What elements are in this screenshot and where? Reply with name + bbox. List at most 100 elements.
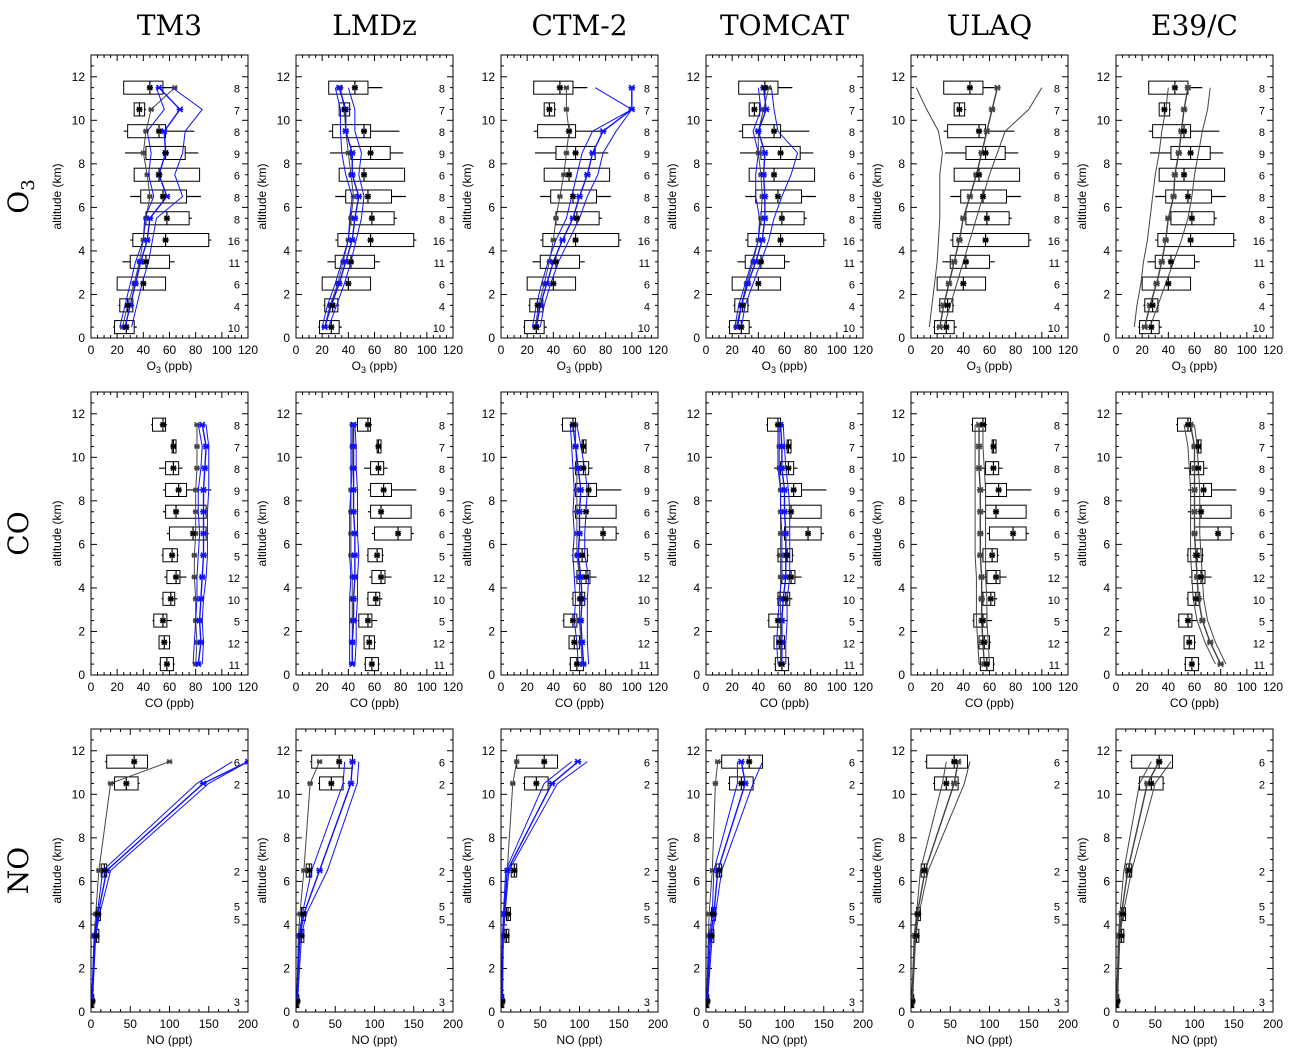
obs-median-marker: [167, 595, 174, 602]
obs-median-marker: [299, 911, 307, 918]
obs-median-marker: [1171, 84, 1178, 91]
obs-median-marker: [368, 661, 376, 668]
obs-median-marker: [599, 530, 607, 537]
x-tick-label: 150: [1019, 1017, 1039, 1031]
x-axis-label: O3 (ppb): [1172, 359, 1218, 375]
model-mean-marker: [966, 193, 974, 200]
y-tick-label: 2: [488, 961, 495, 975]
obs-median-marker: [377, 574, 385, 581]
sample-count: 8: [1054, 464, 1060, 476]
x-tick-label: 200: [853, 1017, 873, 1031]
obs-median-marker: [990, 443, 997, 450]
sample-count: 8: [234, 127, 240, 139]
model-mean-marker: [754, 128, 762, 135]
x-tick-label: 100: [364, 1017, 384, 1031]
model-mean-marker: [781, 486, 788, 494]
reference-model-marker: [192, 508, 199, 515]
y-tick-label: 8: [1103, 831, 1110, 845]
model-mean-marker: [781, 508, 788, 515]
y-tick-label: 12: [72, 407, 86, 421]
obs-median-marker: [990, 465, 997, 472]
model-spread-line-low: [119, 87, 165, 328]
y-axis-label: altitude (km): [460, 837, 474, 903]
model-mean-marker: [945, 280, 953, 287]
obs-box: [1158, 167, 1226, 182]
sample-count: 6: [439, 508, 445, 520]
obs-median-marker: [981, 639, 988, 646]
x-tick-label: 40: [547, 680, 561, 694]
y-tick-label: 12: [482, 744, 496, 758]
obs-median-marker: [966, 84, 973, 91]
y-tick-label: 10: [277, 787, 291, 801]
obs-median-marker: [155, 128, 163, 135]
sample-count: 9: [1259, 149, 1265, 161]
x-tick-label: 60: [778, 343, 792, 357]
sample-count: 5: [644, 551, 650, 563]
sample-count: 5: [1054, 617, 1060, 629]
y-tick-label: 2: [898, 961, 905, 975]
y-tick-label: 12: [892, 407, 906, 421]
obs-median-marker: [394, 530, 402, 537]
obs-median-marker: [774, 193, 782, 200]
x-tick-label: 80: [394, 680, 408, 694]
x-axis-label: CO (ppb): [760, 696, 809, 710]
y-tick-label: 0: [898, 1005, 905, 1019]
y-axis-label: altitude (km): [870, 163, 884, 229]
sample-count: 6: [849, 530, 855, 542]
obs-median-marker: [170, 465, 177, 472]
y-tick-label: 4: [283, 918, 290, 932]
obs-median-marker: [987, 595, 994, 602]
y-tick-label: 2: [898, 624, 905, 638]
y-tick-label: 4: [78, 918, 85, 932]
obs-box: [747, 233, 825, 248]
column-title-e39-c: E39/C: [1151, 9, 1238, 42]
y-tick-label: 12: [482, 407, 496, 421]
y-tick-label: 2: [283, 961, 290, 975]
sample-count: 11: [1254, 660, 1265, 672]
obs-median-marker: [373, 552, 381, 559]
model-mean-marker: [197, 595, 205, 602]
reference-model-line: [121, 87, 176, 328]
x-tick-label: 150: [609, 1017, 629, 1031]
model-mean-marker: [580, 660, 587, 668]
obs-median-marker: [1200, 486, 1207, 493]
model-mean-marker: [335, 280, 343, 287]
obs-median-marker: [556, 84, 563, 91]
sample-count: 5: [1259, 901, 1265, 913]
y-axis-label: altitude (km): [665, 163, 679, 229]
x-tick-label: 200: [1263, 1017, 1283, 1031]
sample-count: 3: [1259, 997, 1265, 1009]
reference-model-marker: [194, 443, 200, 450]
y-tick-label: 0: [78, 1005, 85, 1019]
sample-count: 8: [644, 127, 650, 139]
sample-count: 11: [639, 258, 650, 270]
model-mean-marker: [577, 617, 585, 624]
model-mean-marker: [1153, 280, 1160, 287]
x-tick-label: 120: [648, 343, 668, 357]
model-spread-line-low: [974, 424, 980, 665]
y-tick-label: 4: [693, 244, 700, 258]
x-axis-label: O3 (ppb): [147, 359, 193, 375]
obs-median-marker: [777, 237, 784, 244]
column-title-tm3: TM3: [137, 9, 202, 42]
y-tick-label: 8: [488, 831, 495, 845]
obs-median-marker: [738, 324, 745, 331]
y-axis-label: altitude (km): [870, 500, 884, 566]
y-tick-label: 12: [892, 70, 906, 84]
y-tick-label: 6: [78, 537, 85, 551]
model-mean-marker: [335, 84, 343, 91]
y-tick-label: 6: [488, 200, 495, 214]
reference-model-marker: [194, 465, 200, 471]
obs-median-marker: [155, 171, 163, 178]
obs-median-marker: [577, 595, 584, 602]
y-tick-label: 6: [1103, 200, 1110, 214]
sample-count: 12: [638, 573, 650, 585]
obs-median-marker: [1197, 508, 1205, 515]
x-axis-label: NO (ppt): [966, 1033, 1012, 1047]
y-tick-label: 0: [693, 668, 700, 682]
model-mean-marker: [350, 443, 357, 450]
model-spread-line-high: [982, 424, 990, 665]
model-mean-marker: [583, 171, 591, 178]
y-tick-label: 8: [283, 494, 290, 508]
sample-count: 9: [234, 149, 240, 161]
